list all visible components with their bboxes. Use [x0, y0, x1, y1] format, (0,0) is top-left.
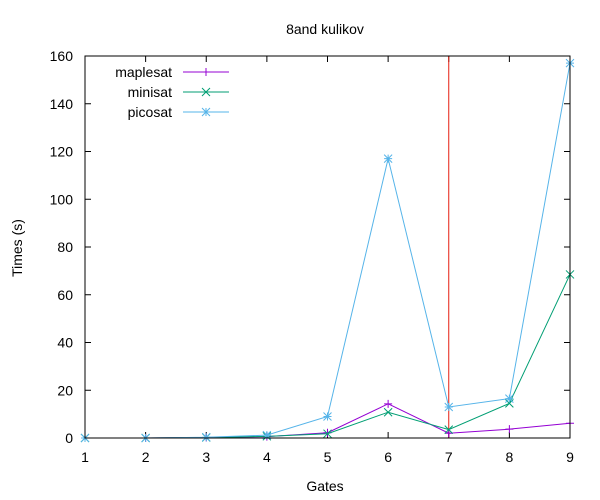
y-tick-label: 160 — [50, 48, 74, 64]
chart-title: 8and kulikov — [286, 21, 364, 37]
y-tick-label: 120 — [50, 144, 74, 160]
y-tick-label: 80 — [57, 239, 73, 255]
x-tick-label: 8 — [505, 449, 513, 465]
y-tick-label: 100 — [50, 191, 74, 207]
data-point-minisat — [383, 407, 393, 417]
data-point-picosat — [444, 402, 454, 412]
y-tick-label: 0 — [65, 430, 73, 446]
y-tick-label: 140 — [50, 96, 74, 112]
x-tick-label: 2 — [142, 449, 150, 465]
legend-label-picosat: picosat — [128, 104, 172, 120]
y-tick-label: 60 — [57, 287, 73, 303]
x-tick-label: 9 — [566, 449, 574, 465]
data-point-maplesat — [444, 429, 453, 438]
x-axis-label: Gates — [306, 478, 343, 494]
data-point-picosat — [262, 430, 272, 440]
data-point-maplesat — [384, 399, 393, 408]
x-tick-label: 3 — [202, 449, 210, 465]
y-tick-label: 40 — [57, 335, 73, 351]
x-tick-label: 7 — [445, 449, 453, 465]
legend-marker-maplesat — [202, 68, 210, 76]
plot-frame — [84, 55, 571, 439]
legend-label-maplesat: maplesat — [115, 64, 172, 80]
data-point-minisat — [323, 429, 332, 439]
legend: maplesat minisat picosat — [115, 64, 229, 120]
data-point-minisat — [444, 425, 454, 434]
x-tick-label: 5 — [324, 449, 332, 465]
data-point-picosat — [505, 394, 514, 403]
x-tick-label: 4 — [263, 449, 271, 465]
x-tick-label: 6 — [384, 449, 392, 465]
legend-marker-minisat — [201, 87, 211, 97]
data-point-picosat — [323, 412, 332, 421]
data-point-maplesat — [505, 425, 514, 434]
legend-label-minisat: minisat — [128, 84, 172, 100]
y-axis-label: Times (s) — [9, 219, 25, 277]
x-tick-label: 1 — [81, 449, 89, 465]
data-point-picosat — [201, 432, 211, 442]
legend-marker-picosat — [201, 107, 211, 117]
data-point-picosat — [383, 154, 393, 164]
y-tick-label: 20 — [57, 382, 73, 398]
